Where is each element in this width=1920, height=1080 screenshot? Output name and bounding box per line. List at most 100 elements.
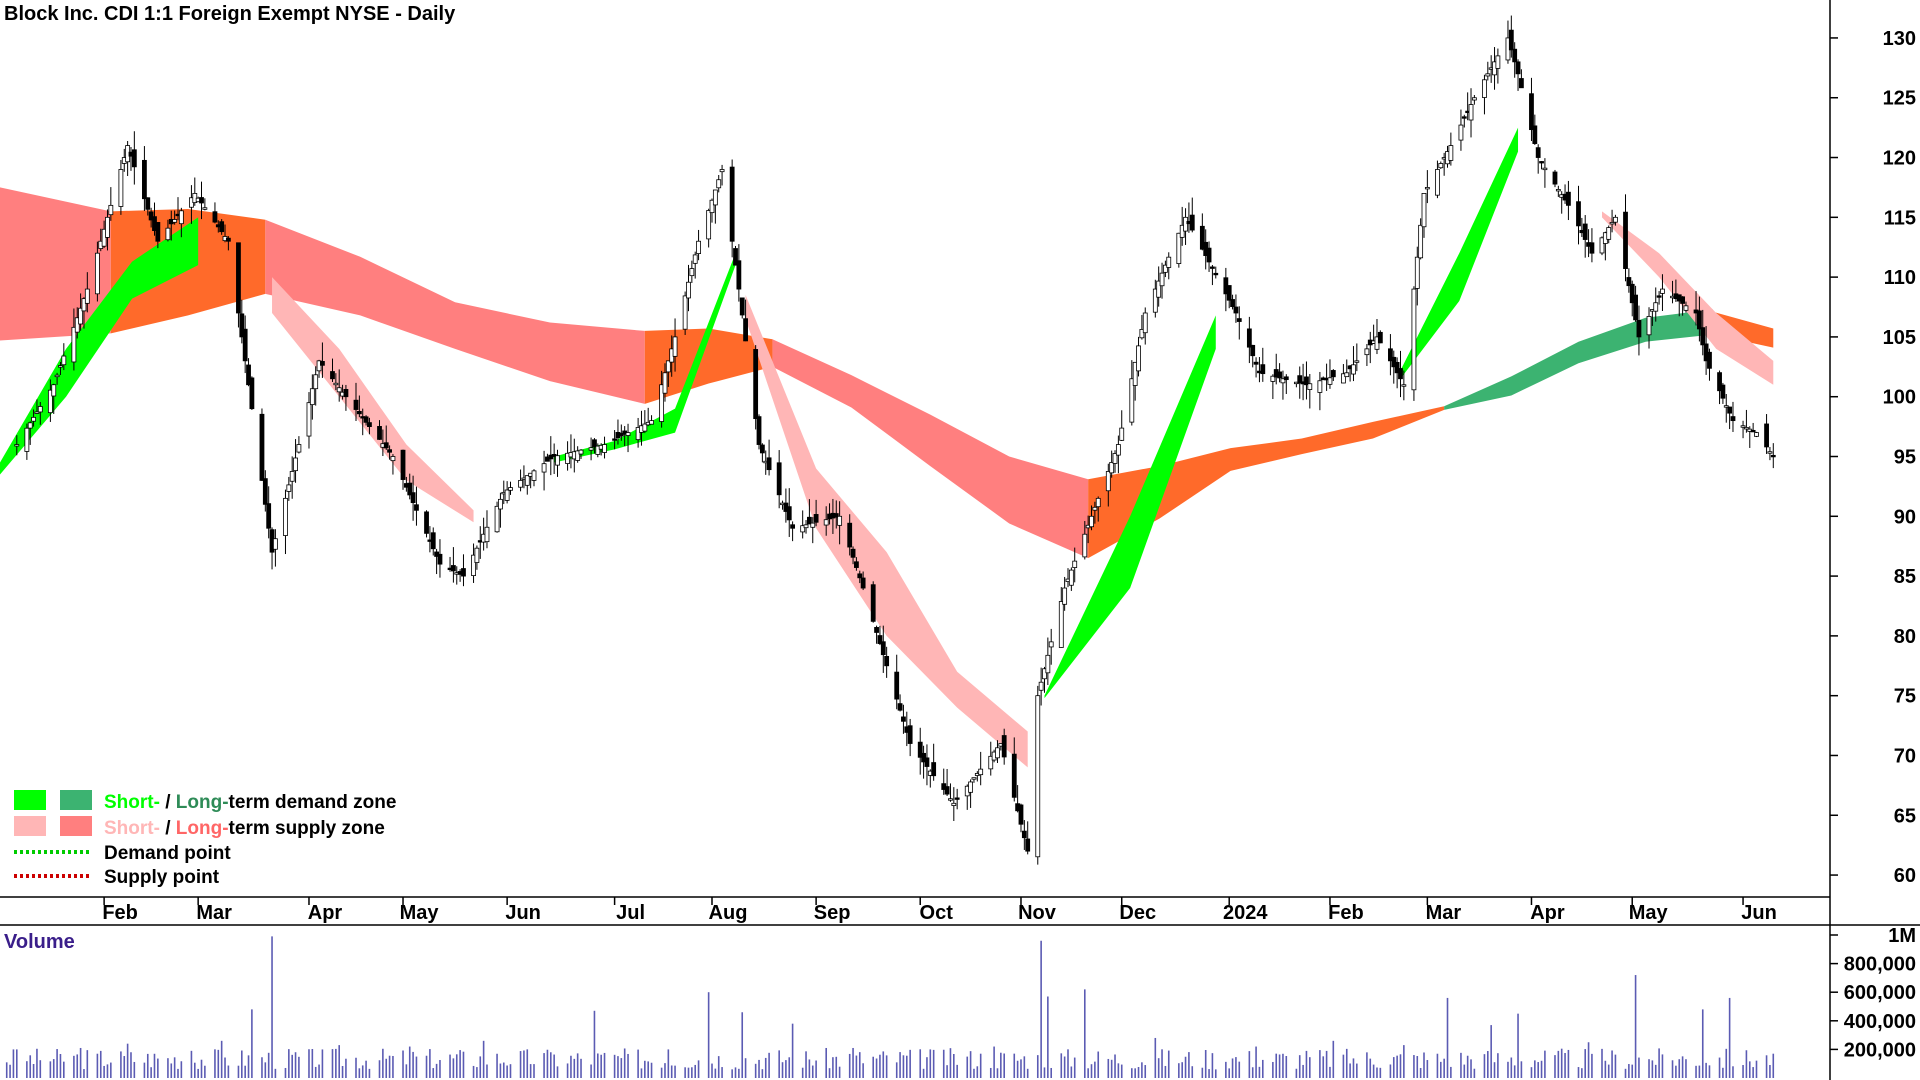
candle (1297, 366, 1303, 399)
candle-body (1485, 73, 1491, 77)
candle (578, 449, 584, 459)
candle (1364, 344, 1370, 367)
candle (450, 547, 456, 583)
candle-body (625, 432, 631, 436)
candle (1485, 61, 1491, 81)
price-tick-label: 70 (1894, 745, 1916, 767)
candle-body (575, 450, 581, 461)
candle (1166, 252, 1172, 280)
candle-body (461, 568, 466, 577)
candle (531, 469, 537, 487)
candle (850, 546, 856, 565)
short-term-demand-zoneband (554, 253, 736, 463)
candle (145, 197, 151, 216)
candle (1626, 268, 1632, 293)
candle (736, 244, 742, 302)
candle (289, 456, 295, 499)
candle-body (1082, 533, 1088, 558)
candle (756, 414, 762, 450)
candle-body (618, 433, 624, 437)
candle (313, 366, 319, 406)
candle (1082, 521, 1088, 560)
candle (1633, 285, 1638, 322)
price-tick-label: 115 (1884, 207, 1916, 229)
price-tick-label: 105 (1883, 327, 1916, 349)
candle-body (1001, 735, 1007, 758)
candle-body (1717, 372, 1722, 392)
candle-body (1364, 348, 1370, 356)
candle (948, 783, 953, 802)
candle (1089, 505, 1094, 531)
candle (1515, 59, 1521, 91)
volume-tick-label: 800,000 (1844, 954, 1916, 976)
candle (178, 207, 184, 238)
candle (739, 297, 745, 319)
candle (1754, 431, 1759, 438)
long-term-supply-zoneband (265, 219, 645, 404)
candle (790, 521, 796, 542)
chart-title: Block Inc. CDI 1:1 Foreign Exempt NYSE -… (4, 3, 456, 25)
candle-body (236, 242, 241, 314)
candle-body (1226, 285, 1232, 301)
candle (437, 539, 443, 578)
candle (508, 481, 513, 495)
candle (367, 417, 372, 435)
candle (518, 469, 523, 492)
candle (74, 307, 80, 339)
candle (249, 376, 255, 410)
candle (494, 501, 500, 533)
candle (37, 401, 43, 425)
legend-demand-rest: term demand zone (229, 792, 397, 813)
candle (1424, 170, 1430, 204)
candle (894, 654, 900, 710)
candle-body (1535, 147, 1541, 158)
candle-body (1230, 299, 1235, 308)
month-tick-label: Aug (709, 902, 748, 924)
candle-body (1011, 753, 1017, 798)
candle-body (353, 399, 359, 410)
candle-body (508, 487, 513, 491)
candle-body (592, 439, 597, 448)
candle-body (1213, 272, 1219, 276)
candle-body (37, 406, 43, 413)
candle-body (1744, 427, 1749, 430)
candle-body (249, 377, 255, 410)
candle-body (172, 219, 178, 223)
candle (665, 360, 671, 387)
candle (131, 131, 137, 185)
candle-body (541, 463, 547, 473)
candle-body (857, 573, 863, 579)
candle-body (47, 389, 53, 414)
candle (108, 187, 114, 221)
candle-body (944, 786, 950, 795)
candle (1367, 331, 1373, 364)
candle (766, 439, 772, 476)
candle-body (24, 427, 30, 452)
month-tick-label: Jun (1741, 902, 1777, 924)
candle (565, 441, 570, 471)
candle-body (739, 297, 745, 316)
candle (54, 372, 60, 385)
candle-body (1021, 830, 1027, 839)
candle-body (1435, 169, 1440, 196)
price-tick-label: 95 (1894, 447, 1916, 469)
candle-body (313, 374, 319, 390)
candle (1307, 374, 1313, 409)
price-tick-label: 125 (1883, 88, 1916, 110)
candle-body (689, 268, 695, 277)
candle-body (1048, 641, 1054, 648)
candle-body (1206, 247, 1212, 263)
candle (1344, 359, 1350, 378)
candle-body (531, 470, 537, 481)
candle-body (786, 506, 792, 521)
candle-body (14, 444, 20, 447)
candle-body (430, 532, 436, 550)
candle (635, 417, 641, 448)
candle-body (1653, 302, 1659, 312)
short-term-demand-zoneband (1400, 127, 1519, 379)
candle-body (776, 462, 782, 496)
candle-body (1166, 256, 1172, 268)
candle (1461, 114, 1467, 128)
candle (541, 450, 547, 491)
candle-body (1045, 654, 1051, 674)
